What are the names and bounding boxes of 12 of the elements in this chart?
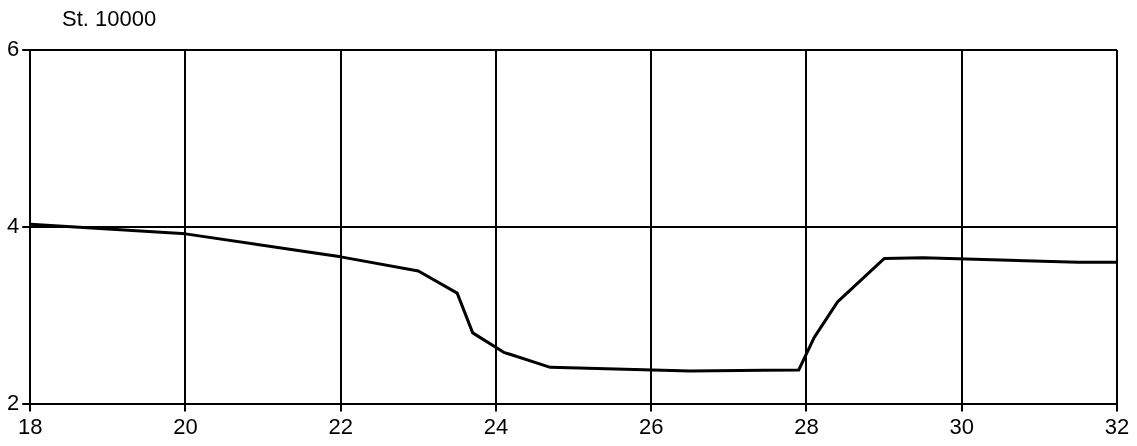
- x-tick-label: 18: [17, 413, 43, 439]
- chart-title: St. 10000: [62, 6, 157, 32]
- x-tick-label: 30: [949, 413, 974, 439]
- x-tick-label: 20: [173, 413, 198, 439]
- y-tick-label: 4: [6, 212, 20, 238]
- x-tick-label: 22: [328, 413, 353, 439]
- y-tick-label: 6: [6, 36, 20, 62]
- x-tick-label: 24: [483, 413, 509, 439]
- y-tick-label: 2: [6, 389, 20, 415]
- x-tick-label: 28: [794, 413, 819, 439]
- x-tick-label: 26: [639, 413, 664, 439]
- x-tick-label: 32: [1104, 413, 1130, 439]
